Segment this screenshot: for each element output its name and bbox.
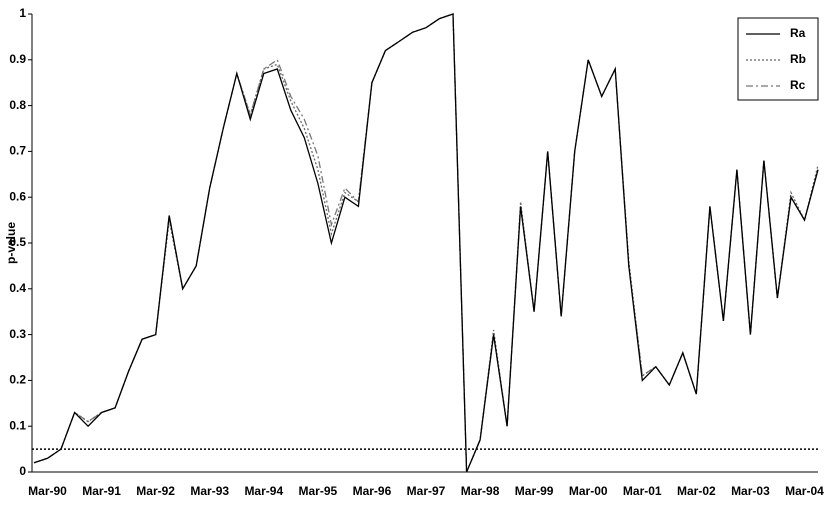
x-tick-label: Mar-90: [28, 484, 67, 498]
x-tick-label: Mar-03: [731, 484, 770, 498]
x-tick-label: Mar-95: [299, 484, 338, 498]
x-tick-label: Mar-94: [244, 484, 283, 498]
series-line: [33, 13, 819, 473]
y-tick-label: 0.3: [9, 327, 26, 341]
legend-label: Ra: [790, 26, 806, 40]
y-tick-label: 0.2: [9, 373, 26, 387]
series-line: [33, 13, 819, 473]
legend-box: [737, 17, 819, 101]
y-axis-label: p-value: [4, 222, 18, 264]
series-line: [33, 13, 819, 473]
x-tick-label: Mar-99: [515, 484, 554, 498]
y-tick-label: 0.8: [9, 98, 26, 112]
y-tick-label: 0.4: [9, 281, 26, 295]
x-tick-label: Mar-92: [136, 484, 175, 498]
y-tick-label: 0.9: [9, 52, 26, 66]
y-tick-label: 0.5: [9, 235, 26, 249]
x-tick-label: Mar-93: [190, 484, 229, 498]
y-tick-label: 0: [19, 464, 26, 478]
y-tick-label: 0.6: [9, 189, 26, 203]
legend-label: Rb: [790, 52, 806, 66]
x-tick-label: Mar-01: [623, 484, 662, 498]
x-tick-label: Mar-97: [407, 484, 446, 498]
legend-label: Rc: [790, 78, 806, 92]
y-tick-label: 1: [19, 6, 26, 20]
x-tick-label: Mar-04: [785, 484, 824, 498]
y-tick-label: 0.7: [9, 144, 26, 158]
x-tick-label: Mar-02: [677, 484, 716, 498]
x-tick-label: Mar-98: [461, 484, 500, 498]
x-tick-label: Mar-96: [353, 484, 392, 498]
y-tick-label: 0.1: [9, 418, 26, 432]
x-tick-label: Mar-00: [569, 484, 608, 498]
x-tick-label: Mar-91: [82, 484, 121, 498]
